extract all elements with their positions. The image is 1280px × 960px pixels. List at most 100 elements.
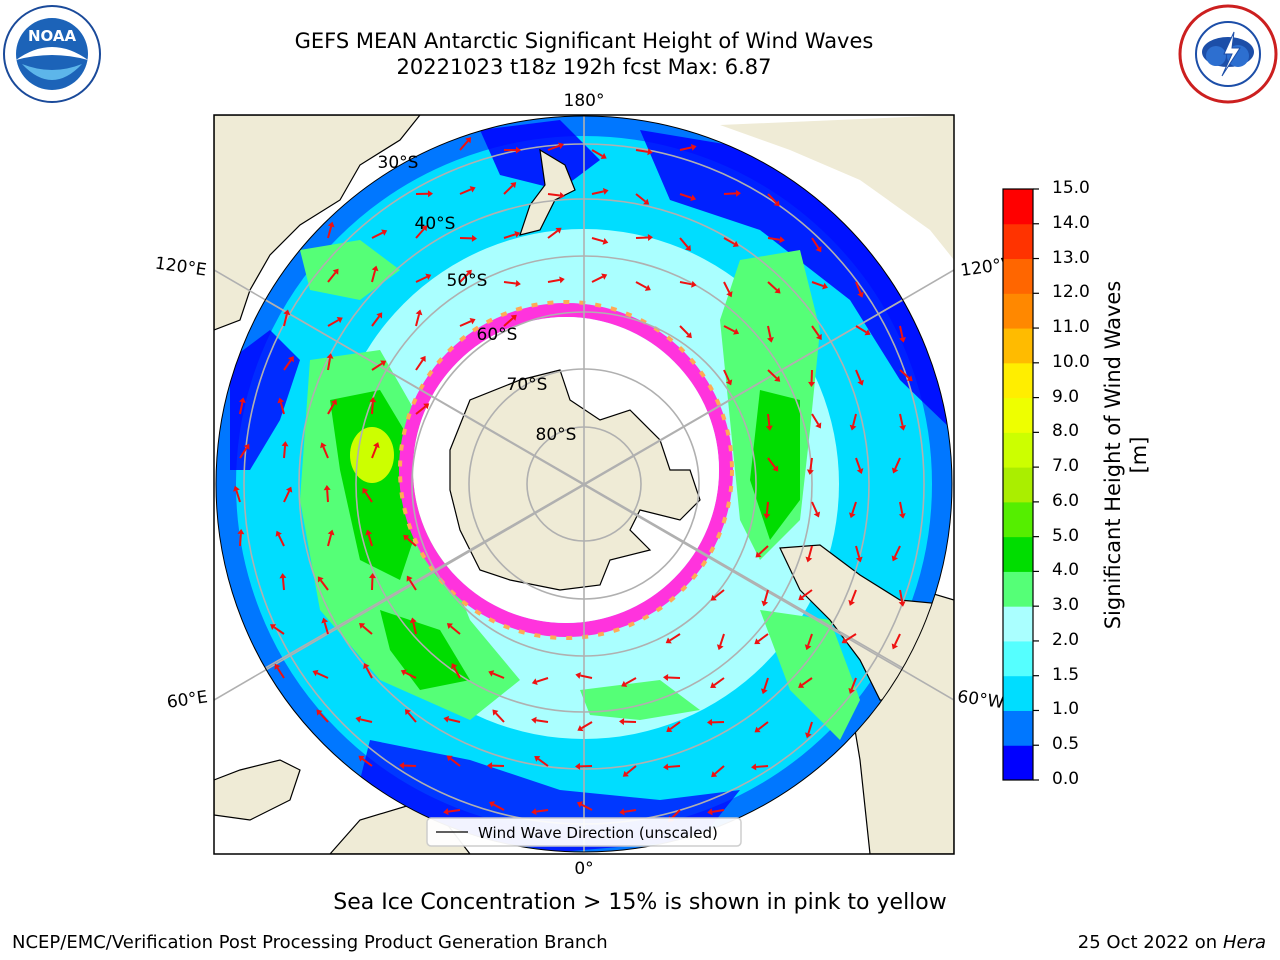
wind-arrow-128 xyxy=(798,677,813,688)
wind-arrow-18 xyxy=(415,225,428,239)
wind-arrow-73 xyxy=(320,442,329,459)
wind-arrow-158 xyxy=(707,808,725,816)
wind-arrow-129 xyxy=(848,677,857,694)
wind-arrow-27 xyxy=(811,237,822,253)
wind-arrow-11 xyxy=(591,187,609,195)
wind-arrow-116 xyxy=(274,663,285,679)
wind-arrow-37 xyxy=(723,281,733,298)
wind-arrow-55 xyxy=(371,360,387,371)
wind-arrow-57 xyxy=(723,369,733,386)
wind-arrow-97 xyxy=(317,576,329,591)
colorbar-segment-4 xyxy=(1003,640,1033,677)
wind-arrow-139 xyxy=(707,718,725,726)
colorbar-tick-label: 10.0 xyxy=(1052,351,1090,372)
wind-arrow-71 xyxy=(239,443,250,459)
footer-machine: Hera xyxy=(1222,932,1266,953)
wind-arrow-32 xyxy=(503,279,521,287)
sea-ice-note: Sea Ice Concentration > 15% is shown in … xyxy=(333,890,947,915)
wind-arrow-85 xyxy=(848,501,857,519)
wind-arrow-74 xyxy=(371,442,380,459)
colorbar-segment-11 xyxy=(1003,397,1033,433)
green-core-e xyxy=(750,390,800,540)
wind-arrow-132 xyxy=(404,709,417,723)
wind-arrow-148 xyxy=(622,765,637,777)
wind-arrow-108 xyxy=(409,617,417,635)
madagascar-land xyxy=(214,759,301,821)
wind-arrow-134 xyxy=(492,709,505,723)
wind-arrow-15 xyxy=(767,193,780,207)
wind-arrow-90 xyxy=(365,529,373,547)
wind-arrow-152 xyxy=(443,808,461,816)
colorbar-label-wrap: Significant Height of Wind Waves [m] xyxy=(1100,281,1151,660)
wind-arrow-17 xyxy=(371,229,388,239)
wind-arrow-22 xyxy=(591,237,609,245)
wind-arrow-50 xyxy=(811,325,822,340)
wind-arrow-105 xyxy=(270,624,285,635)
wind-arrow-101 xyxy=(761,589,769,607)
lon-label-60e: 60°E xyxy=(166,687,209,712)
wind-arrow-86 xyxy=(898,501,906,519)
green-core-w xyxy=(330,390,420,580)
low-wave-patch-ne xyxy=(640,130,952,430)
wind-arrow-79 xyxy=(233,485,241,503)
colorbar-frame xyxy=(1002,188,1034,781)
wind-arrow-133 xyxy=(443,715,461,723)
wind-arrow-4 xyxy=(591,149,607,160)
wind-wave-legend: Wind Wave Direction (unscaled) xyxy=(426,817,742,847)
wind-arrow-125 xyxy=(663,674,681,682)
green-patch-se xyxy=(760,610,860,740)
wind-arrow-54 xyxy=(326,353,334,371)
wind-arrow-130 xyxy=(316,709,329,723)
meridian-extensions xyxy=(214,269,954,701)
wind-arrow-24 xyxy=(679,237,691,252)
wind-arrow-68 xyxy=(811,413,822,429)
wind-arrow-119 xyxy=(400,669,417,679)
wind-arrow-52 xyxy=(899,325,906,343)
map-disk-outline xyxy=(215,115,953,853)
wind-arrow-137 xyxy=(619,718,637,726)
wind-arrow-47 xyxy=(679,325,692,339)
wind-arrow-29 xyxy=(371,265,379,283)
wind-arrow-102 xyxy=(798,589,813,601)
wind-arrow-69 xyxy=(849,413,857,431)
wind-arrow-58 xyxy=(767,369,781,382)
wind-arrow-104 xyxy=(898,589,906,607)
colorbar-label: Significant Height of Wind Waves [m] xyxy=(1101,280,1151,630)
colorbar-segment-8 xyxy=(1003,501,1033,538)
wind-arrow-99 xyxy=(406,575,417,591)
colorbar-tick-label: 4.0 xyxy=(1052,560,1080,581)
lon-label-0: 0° xyxy=(574,859,593,879)
wind-arrow-145 xyxy=(487,762,505,770)
wind-arrow-78 xyxy=(891,457,901,474)
chart-title: GEFS MEAN Antarctic Significant Height o… xyxy=(294,29,874,53)
wind-arrow-41 xyxy=(283,309,291,327)
wind-arrow-51 xyxy=(855,325,871,336)
colorbar-segment-16 xyxy=(1003,223,1033,260)
colorbar-tick-label: 0.5 xyxy=(1052,734,1080,755)
wind-arrow-75 xyxy=(767,457,779,472)
footer-date-text: 25 Oct 2022 on xyxy=(1077,932,1223,953)
wind-arrow-8 xyxy=(459,186,476,195)
colorbar-segment-12 xyxy=(1003,362,1033,399)
colorbar-tick-label: 9.0 xyxy=(1052,386,1080,407)
legend-label: Wind Wave Direction (unscaled) xyxy=(478,824,718,842)
colorbar-segment-9 xyxy=(1003,467,1033,503)
wind-arrow-142 xyxy=(358,755,373,767)
wind-arrow-141 xyxy=(805,721,813,739)
colorbar-segment-6 xyxy=(1003,571,1033,607)
wind-arrow-20 xyxy=(503,230,521,239)
colorbar-segment-15 xyxy=(1003,258,1033,294)
colorbar-tick-label: 1.5 xyxy=(1052,664,1080,685)
wind-arrow-53 xyxy=(283,356,294,371)
colorbar-tick-label: 7.0 xyxy=(1052,456,1080,477)
wind-arrow-16 xyxy=(327,221,335,239)
wind-arrow-120 xyxy=(451,663,461,679)
lat-label-4: 60°S xyxy=(477,325,518,345)
wind-arrow-155 xyxy=(576,801,593,811)
sea-ice-edge xyxy=(399,303,733,637)
wind-arrow-154 xyxy=(531,808,549,816)
wind-arrow-87 xyxy=(237,529,245,547)
wind-arrow-10 xyxy=(547,192,565,199)
footer-date: 25 Oct 2022 on Hera xyxy=(1078,932,1266,953)
wind-arrow-118 xyxy=(363,663,373,679)
